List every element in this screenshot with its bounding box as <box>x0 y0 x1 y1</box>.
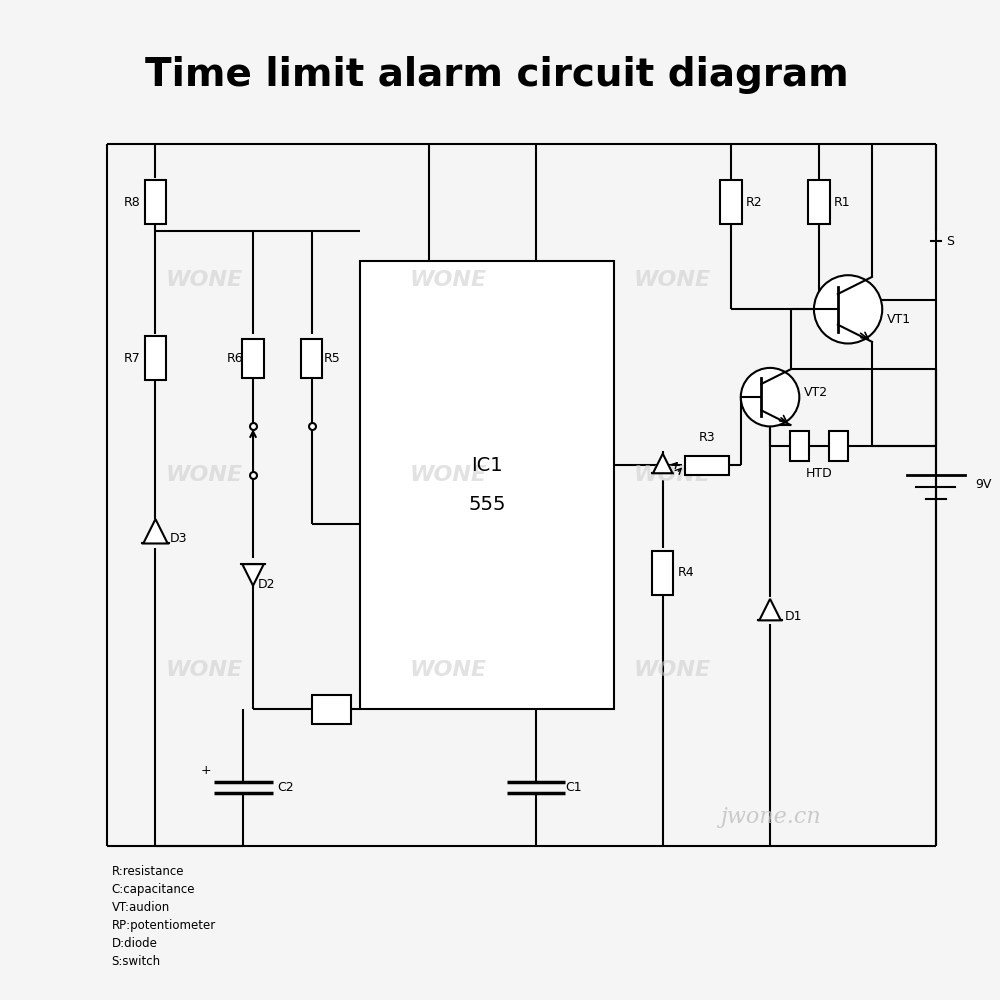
Text: R4: R4 <box>677 566 694 579</box>
Text: IC1: IC1 <box>471 456 503 475</box>
Bar <box>145 180 166 224</box>
Bar <box>145 336 166 380</box>
Text: WONE: WONE <box>410 465 487 485</box>
Text: R8: R8 <box>124 196 141 209</box>
Text: D1: D1 <box>785 610 802 623</box>
Text: 555: 555 <box>468 495 506 514</box>
Text: R1: R1 <box>833 196 850 209</box>
Text: LED: LED <box>682 464 707 477</box>
Bar <box>829 431 848 461</box>
Bar <box>652 551 673 595</box>
Text: WONE: WONE <box>410 660 487 680</box>
Text: WONE: WONE <box>166 660 243 680</box>
Circle shape <box>741 368 799 426</box>
Text: R2: R2 <box>746 196 762 209</box>
Text: R:resistance
C:capacitance
VT:audion
RP:potentiometer
D:diode
S:switch: R:resistance C:capacitance VT:audion RP:… <box>112 865 216 968</box>
Text: R6: R6 <box>227 352 243 365</box>
Text: D3: D3 <box>170 532 188 545</box>
Text: R7: R7 <box>124 352 141 365</box>
Text: WONE: WONE <box>166 270 243 290</box>
Text: R5: R5 <box>323 352 340 365</box>
Text: VT2: VT2 <box>804 386 828 399</box>
Polygon shape <box>759 599 781 620</box>
Text: +: + <box>201 764 212 777</box>
Text: C2: C2 <box>277 781 294 794</box>
Bar <box>242 339 264 378</box>
Bar <box>685 456 729 475</box>
Text: WONE: WONE <box>634 270 711 290</box>
Bar <box>720 180 742 224</box>
Text: VT1: VT1 <box>887 313 911 326</box>
Text: C1: C1 <box>565 781 582 794</box>
Polygon shape <box>143 519 168 543</box>
Text: 9V: 9V <box>975 478 991 491</box>
Bar <box>312 695 351 724</box>
Bar <box>790 431 809 461</box>
Polygon shape <box>242 564 264 586</box>
Text: jwone.cn: jwone.cn <box>720 806 820 828</box>
Polygon shape <box>653 454 673 473</box>
Text: D2: D2 <box>258 578 275 591</box>
Text: S: S <box>946 235 954 248</box>
Bar <box>360 261 614 709</box>
Text: HTD: HTD <box>805 467 832 480</box>
Text: WONE: WONE <box>634 465 711 485</box>
Text: R3: R3 <box>698 431 715 444</box>
Text: WONE: WONE <box>634 660 711 680</box>
Text: WONE: WONE <box>166 465 243 485</box>
Bar <box>808 180 830 224</box>
Text: WONE: WONE <box>410 270 487 290</box>
Bar <box>301 339 322 378</box>
Text: Time limit alarm circuit diagram: Time limit alarm circuit diagram <box>145 56 849 94</box>
Circle shape <box>814 275 882 343</box>
